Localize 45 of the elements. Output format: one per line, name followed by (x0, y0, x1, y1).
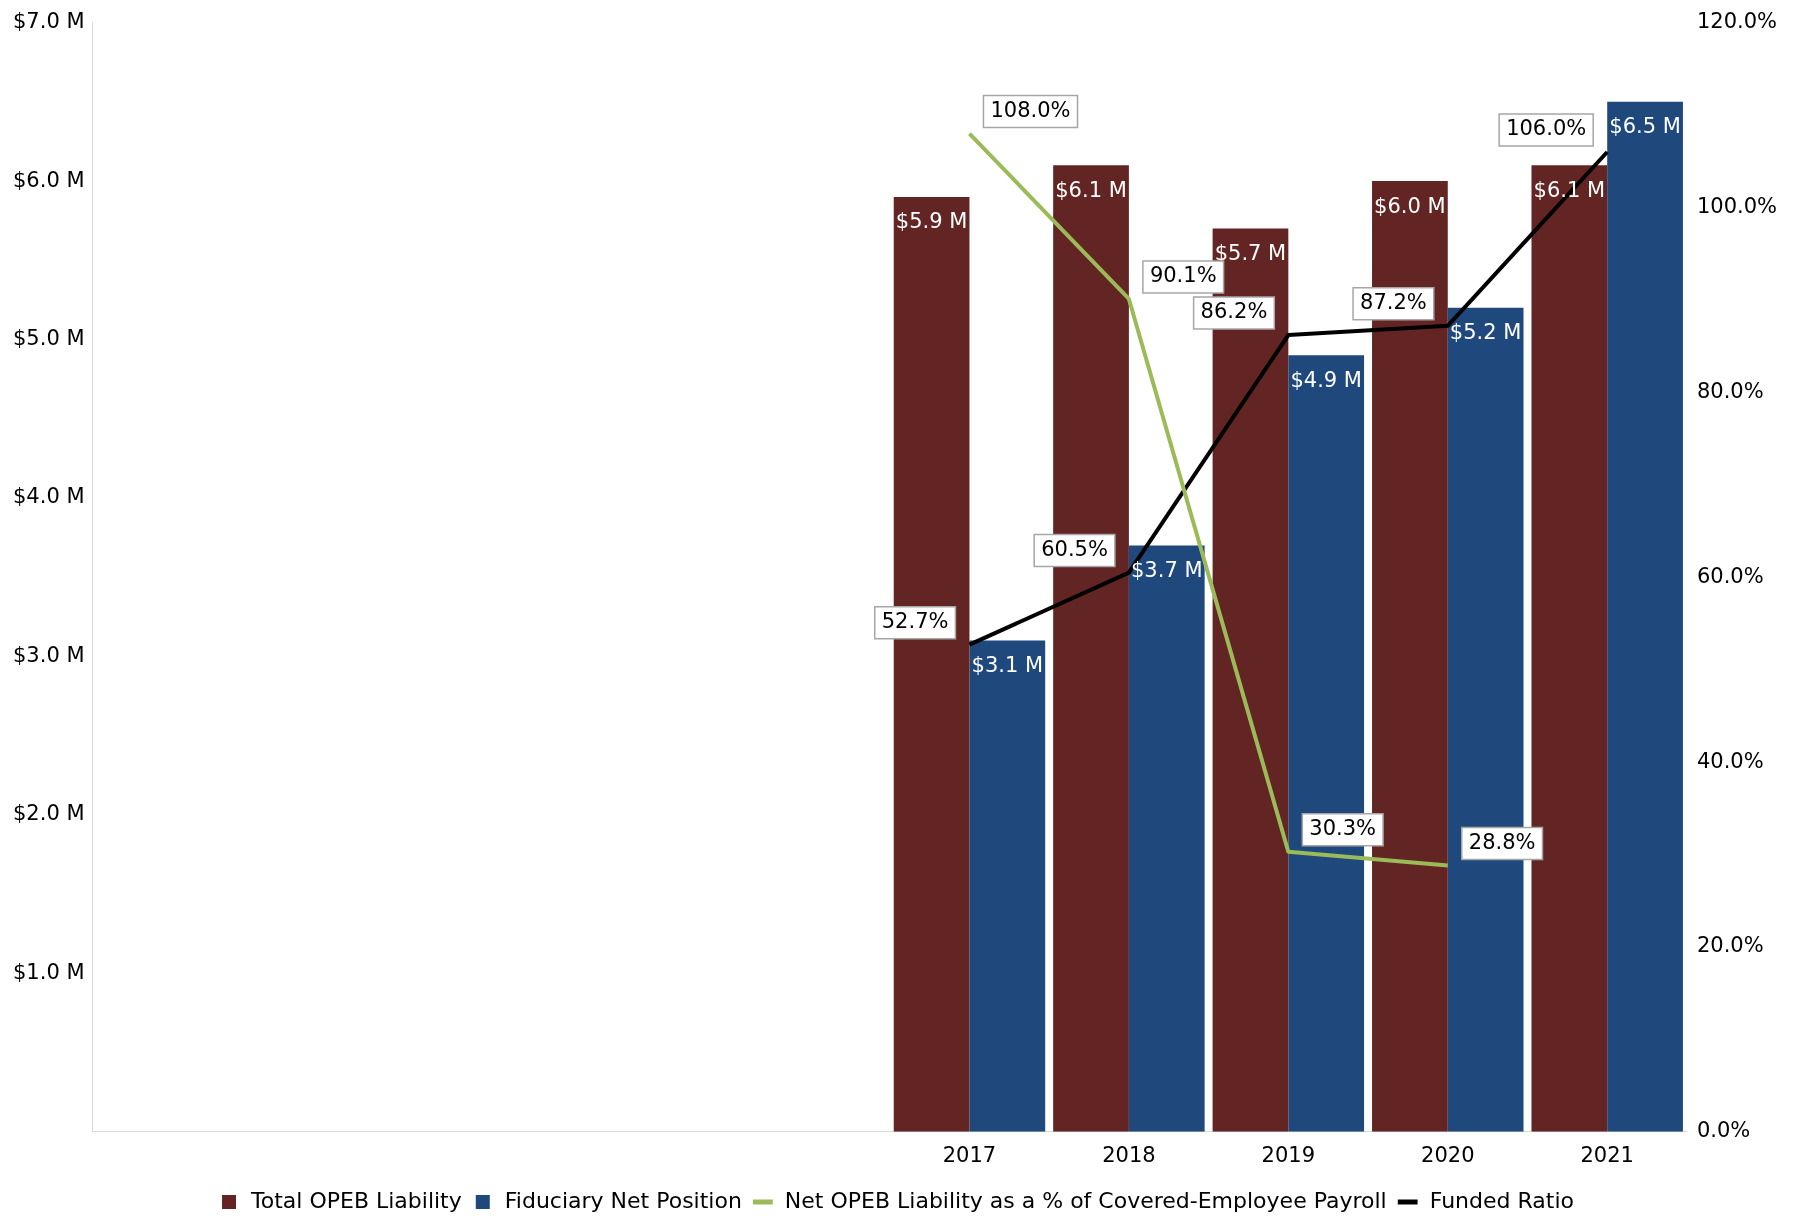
bar (969, 640, 1046, 1132)
x-tick-label: 2017 (942, 1142, 997, 1167)
x-tick-label: 2021 (1580, 1142, 1634, 1167)
y-tick-label: $3.0 M (12, 642, 85, 667)
bar (1128, 545, 1205, 1132)
y2-tick-label: 60.0% (1696, 563, 1764, 588)
legend-label: Funded Ratio (1429, 1187, 1574, 1213)
data-label: $5.9 M (895, 209, 968, 234)
data-label: $6.1 M (1055, 177, 1127, 202)
y-tick-label: $2.0 M (12, 801, 85, 826)
y2-tick-label: 100.0% (1696, 193, 1778, 218)
x-tick-label: 2018 (1102, 1142, 1156, 1167)
y-tick-label: $7.0 M (12, 9, 85, 34)
data-label: 86.2% (1200, 299, 1268, 324)
data-label: $6.5 M (1609, 114, 1681, 139)
y2-tick-label: 0.0% (1696, 1118, 1751, 1143)
y-tick-label: $1.0 M (12, 959, 85, 984)
data-label: 90.1% (1149, 263, 1217, 288)
y-tick-label: $4.0 M (12, 484, 85, 509)
x-tick-label: 2020 (1421, 1142, 1475, 1167)
data-label: $4.9 M (1290, 367, 1362, 392)
legend-label: Fiduciary Net Position (504, 1187, 742, 1213)
legend-label: Total OPEB Liability (250, 1187, 462, 1213)
data-label: $3.7 M (1130, 557, 1203, 582)
data-label: 108.0% (990, 97, 1071, 122)
x-tick-label: 2019 (1261, 1142, 1316, 1167)
y-tick-label: $6.0 M (12, 167, 85, 192)
y-tick-label: $5.0 M (12, 325, 85, 350)
y2-tick-label: 80.0% (1696, 378, 1764, 403)
data-label: 30.3% (1309, 816, 1377, 841)
data-label: $5.7 M (1214, 241, 1287, 266)
legend-label: Net OPEB Liability as a % of Covered-Employee Payroll (784, 1187, 1387, 1213)
y2-tick-label: 20.0% (1696, 933, 1764, 958)
data-label: 106.0% (1506, 116, 1587, 141)
data-label: 60.5% (1041, 537, 1108, 562)
data-label: 87.2% (1360, 290, 1427, 315)
y2-tick-label: 40.0% (1696, 748, 1764, 773)
data-label: 52.7% (881, 609, 949, 634)
data-label: $5.2 M (1449, 320, 1522, 345)
data-label: 28.8% (1468, 830, 1536, 855)
data-label: $3.1 M (971, 653, 1044, 678)
data-label: $6.1 M (1533, 177, 1606, 202)
y2-tick-label: 120.0% (1696, 9, 1778, 34)
data-label: $6.0 M (1374, 193, 1446, 218)
bar (1607, 101, 1683, 1132)
